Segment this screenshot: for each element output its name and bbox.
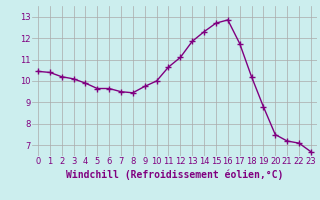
X-axis label: Windchill (Refroidissement éolien,°C): Windchill (Refroidissement éolien,°C) xyxy=(66,169,283,180)
